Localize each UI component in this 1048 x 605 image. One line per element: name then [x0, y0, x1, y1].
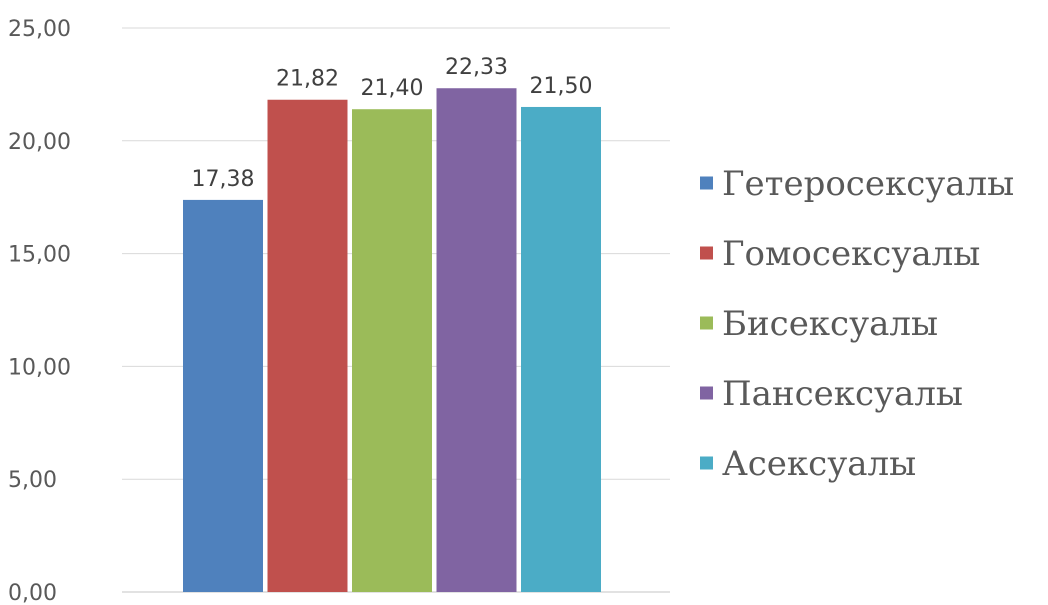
legend-label: Бисексуалы [722, 304, 938, 344]
bar-4 [436, 88, 517, 592]
legend-item-2: Гомосексуалы [700, 234, 980, 274]
y-tick-label: 15,00 [8, 243, 71, 268]
legend-item-1: Гетеросексуалы [700, 164, 1014, 204]
data-label-3: 21,40 [361, 76, 424, 101]
data-label-4: 22,33 [445, 55, 508, 80]
y-tick-label: 25,00 [8, 17, 71, 42]
legend-swatch [700, 386, 713, 400]
legend-item-5: Асексуалы [700, 444, 916, 484]
legend-swatch [700, 316, 713, 330]
legend-label: Пансексуалы [722, 374, 963, 414]
data-labels: 17,38 21,82 21,40 22,33 21,50 [192, 55, 593, 192]
legend-swatch [700, 176, 713, 190]
legend-swatch [700, 246, 713, 260]
bar-1 [183, 199, 263, 592]
data-label-2: 21,82 [276, 67, 339, 92]
bars [183, 88, 601, 593]
data-label-1: 17,38 [192, 167, 255, 192]
bar-2 [267, 99, 348, 593]
legend-item-3: Бисексуалы [700, 304, 938, 344]
y-tick-label: 20,00 [8, 130, 71, 155]
legend-swatch [700, 456, 713, 470]
data-label-5: 21,50 [530, 74, 593, 99]
bar-3 [352, 109, 432, 592]
bar-5 [521, 106, 601, 593]
y-axis: 0,00 5,00 10,00 15,00 20,00 25,00 [8, 17, 71, 605]
y-tick-label: 0,00 [8, 581, 57, 605]
legend-item-4: Пансексуалы [700, 374, 963, 414]
y-tick-label: 10,00 [8, 355, 71, 380]
legend-label: Гетеросексуалы [722, 164, 1014, 204]
legend-label: Асексуалы [722, 444, 916, 484]
legend-label: Гомосексуалы [722, 234, 980, 274]
legend: Гетеросексуалы Гомосексуалы Бисексуалы Панс… [700, 164, 1014, 484]
y-tick-label: 5,00 [8, 468, 57, 493]
